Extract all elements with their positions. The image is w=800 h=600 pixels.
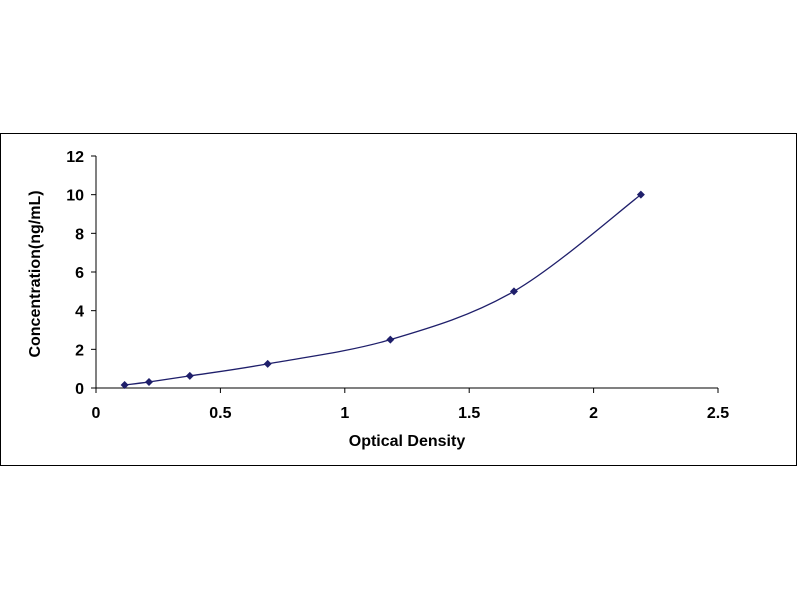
y-tick-label: 6 xyxy=(75,265,84,282)
x-tick-label: 0.5 xyxy=(209,405,231,422)
y-axis-ticks: 0 2 4 6 8 10 12 xyxy=(66,149,96,398)
data-point-marker xyxy=(185,371,194,380)
data-point-marker xyxy=(386,335,395,344)
data-point-marker xyxy=(144,377,153,386)
x-tick-label: 1 xyxy=(340,405,349,422)
y-tick-label: 0 xyxy=(75,381,84,398)
axes xyxy=(95,156,718,389)
data-point-marker xyxy=(120,380,129,389)
y-axis-title: Concentration(ng/mL) xyxy=(27,190,44,357)
data-point-marker xyxy=(509,287,518,296)
y-tick-label: 12 xyxy=(66,149,84,166)
data-points xyxy=(120,190,645,389)
x-tick-label: 2.5 xyxy=(707,405,729,422)
x-axis-title: Optical Density xyxy=(349,433,466,450)
fit-curve xyxy=(124,194,642,386)
chart-frame xyxy=(0,133,797,466)
y-tick-label: 8 xyxy=(75,226,84,243)
y-tick-label: 2 xyxy=(75,342,84,359)
x-axis-ticks: 0 0.5 1 1.5 2 2.5 xyxy=(92,388,729,422)
data-point-marker xyxy=(636,190,645,199)
y-tick-label: 10 xyxy=(66,188,84,205)
data-point-marker xyxy=(263,359,272,368)
x-tick-label: 2 xyxy=(589,405,598,422)
x-tick-label: 0 xyxy=(92,405,101,422)
y-tick-label: 4 xyxy=(75,304,84,321)
x-tick-label: 1.5 xyxy=(458,405,480,422)
